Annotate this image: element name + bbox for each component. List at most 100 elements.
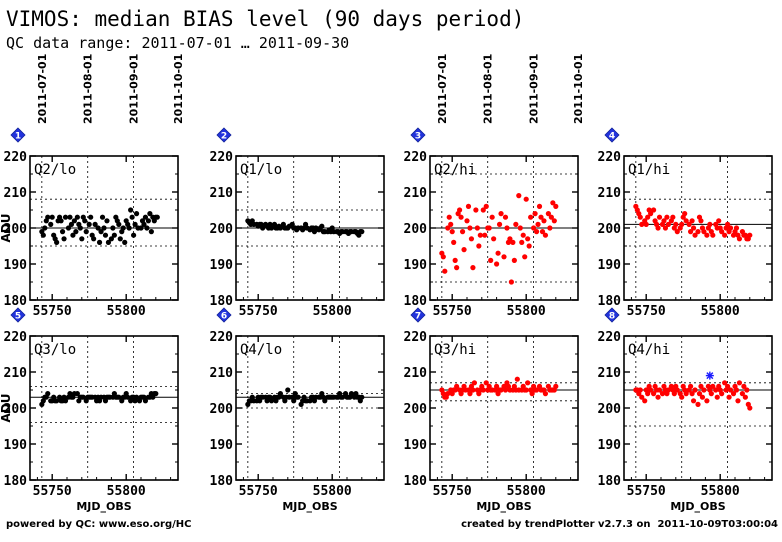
data-point [686, 221, 692, 227]
data-point [542, 232, 549, 238]
data-point [491, 236, 497, 242]
data-point [648, 387, 654, 393]
data-point [477, 232, 483, 238]
y-tick-label: 180 [210, 294, 234, 309]
x-tick-label: 55800 [313, 304, 352, 319]
y-axis-label: ADU [0, 214, 13, 243]
y-tick-label: 210 [598, 366, 622, 381]
data-point [144, 225, 150, 231]
data-point [695, 229, 701, 235]
data-point [508, 279, 514, 285]
data-point [535, 221, 541, 227]
data-point [689, 218, 695, 224]
panel-index-badge [604, 127, 620, 143]
data-point [704, 398, 710, 404]
data-point [671, 391, 677, 397]
data-point [86, 221, 92, 227]
data-point [48, 221, 54, 227]
date-tick-label: 2011-07-01 [36, 54, 49, 124]
data-point [637, 387, 643, 393]
data-point [480, 387, 486, 393]
data-point [688, 383, 694, 389]
data-point [651, 207, 657, 213]
data-point [735, 398, 741, 404]
data-point [122, 239, 128, 245]
data-point [101, 225, 107, 231]
data-point [445, 391, 451, 397]
footer-credit: powered by QC: www.eso.org/HC [6, 519, 192, 530]
y-tick-label: 180 [4, 294, 28, 309]
data-point [510, 239, 516, 245]
data-point [539, 229, 546, 235]
panel-3: 180 190 200 210 220 55750 55800 Q2/hi 3 2011-07-0… [404, 54, 585, 319]
panel-1: 180 190 200 210 220 55750 55800 Q2/lo 1 ADU 2011-0… [0, 54, 185, 319]
data-point [111, 232, 117, 238]
panel-label: Q2/lo [34, 162, 76, 178]
y-tick-label: 200 [598, 222, 622, 237]
data-point [665, 387, 672, 393]
data-point [68, 221, 75, 227]
data-point [533, 229, 540, 235]
data-point [727, 225, 734, 231]
data-point [62, 398, 69, 404]
data-point [62, 214, 69, 220]
date-tick-label: 2011-08-01 [482, 54, 495, 124]
data-point [476, 243, 482, 249]
y-tick-label: 210 [210, 186, 234, 201]
data-point [536, 203, 543, 209]
data-point [449, 229, 455, 235]
y-tick-label: 200 [210, 402, 234, 417]
data-point [141, 221, 147, 227]
data-point [683, 391, 689, 397]
data-point [642, 398, 648, 404]
y-tick-label: 180 [4, 474, 28, 489]
y-tick-label: 200 [404, 402, 428, 417]
panel-7: 180 190 200 210 220 55750 55800 Q3/hi 7 MJD_OBS [404, 307, 579, 513]
data-point [523, 196, 529, 202]
data-point [446, 214, 452, 220]
data-point [692, 387, 698, 393]
panel-index-label: 8 [609, 312, 615, 322]
data-point [545, 211, 552, 217]
y-tick-label: 220 [4, 150, 28, 165]
data-point [110, 225, 116, 231]
x-tick-label: 55750 [627, 304, 666, 319]
panel-4: 180 190 200 210 220 55750 55800 Q1/hi 4 [598, 127, 773, 319]
x-tick-label: 55800 [507, 304, 546, 319]
data-point [132, 221, 138, 227]
data-point [739, 391, 746, 397]
panel-8: 180 190 200 210 220 55750 55800 Q4/hi 8 MJD_OBS [598, 307, 773, 513]
data-point [133, 211, 140, 217]
data-point [520, 232, 526, 238]
data-point [747, 232, 753, 238]
data-point [285, 387, 291, 393]
data-point [655, 225, 661, 231]
data-point [496, 221, 503, 227]
data-point [725, 221, 731, 227]
data-point [128, 207, 134, 213]
data-point [92, 221, 98, 227]
x-tick-label: 55750 [33, 304, 72, 319]
data-point [483, 203, 489, 209]
data-point [517, 225, 523, 231]
data-point [690, 225, 697, 231]
data-point [473, 207, 479, 213]
panel-index-badge [10, 127, 26, 143]
data-point [701, 229, 707, 235]
panel-index-badge [604, 307, 620, 323]
y-axis-label: ADU [0, 394, 13, 423]
data-point [696, 391, 703, 397]
panel-label: Q2/hi [434, 162, 476, 178]
date-tick-label: 2011-09-01 [528, 54, 541, 124]
data-point [710, 232, 716, 238]
y-tick-label: 200 [210, 222, 234, 237]
y-tick-label: 220 [210, 150, 234, 165]
data-point [470, 387, 476, 393]
panel-label: Q3/lo [34, 342, 76, 358]
data-point [710, 383, 716, 389]
data-point [501, 254, 507, 260]
data-point [268, 225, 275, 231]
y-tick-label: 190 [598, 438, 622, 453]
panel-index-badge [410, 127, 426, 143]
x-tick-label: 55800 [507, 484, 546, 499]
